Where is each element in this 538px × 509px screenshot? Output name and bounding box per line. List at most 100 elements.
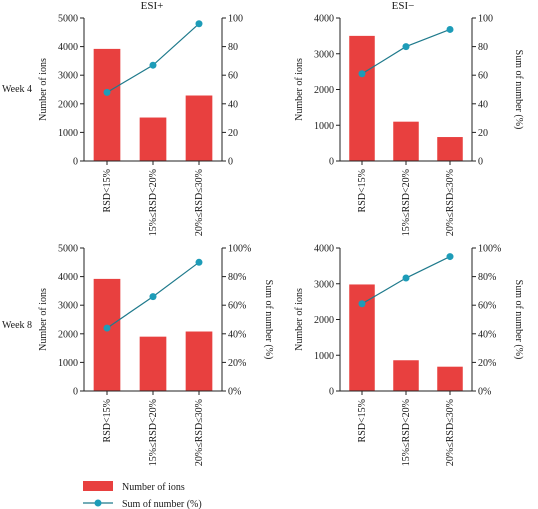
left-tick-label-week8-esi-negative-4: 4000 <box>314 244 334 255</box>
left-tick-label-week4-esi-positive-4: 4000 <box>58 42 78 53</box>
sum-point-week8-esi-negative-1 <box>358 300 366 308</box>
sum-point-week4-esi-positive-1 <box>103 88 111 96</box>
x-tick-label-week8-esi-negative-2: 20%≤RSD≤30% <box>445 399 456 466</box>
right-tick-label-week4-esi-negative-3: 60 <box>478 71 488 82</box>
left-tick-label-week8-esi-positive-2: 2000 <box>58 329 78 340</box>
chart-panel-week8-esi-negative: 0 1000 2000 3000 4000 0% 20% 40% 60% 80% 100% RSD<1… <box>294 244 524 467</box>
right-tick-label-week4-esi-negative-4: 80 <box>478 42 488 53</box>
right-tick-label-week4-esi-negative-5: 100 <box>478 14 493 25</box>
right-tick-label-week4-esi-positive-2: 40 <box>228 99 238 110</box>
right-tick-label-week4-esi-negative-1: 20 <box>478 128 488 139</box>
right-tick-label-week8-esi-positive-4: 80% <box>228 272 246 283</box>
left-tick-label-week4-esi-negative-0: 0 <box>329 157 334 168</box>
x-tick-label-week4-esi-positive-1: 15%≤RSD<20% <box>148 169 159 236</box>
x-tick-label-week8-esi-negative-1: 15%≤RSD<20% <box>401 399 412 466</box>
left-tick-label-week8-esi-positive-1: 1000 <box>58 358 78 369</box>
bar-week4-esi-negative-2 <box>393 121 419 161</box>
right-tick-label-week8-esi-negative-1: 20% <box>478 358 496 369</box>
right-tick-label-week4-esi-positive-4: 80 <box>228 42 238 53</box>
row-label-week-4: Week 4 <box>2 84 32 95</box>
left-tick-label-week8-esi-negative-1: 1000 <box>314 351 334 362</box>
column-title-esi-positive: ESI+ <box>141 0 164 12</box>
legend-bar-label: Number of ions <box>122 482 185 493</box>
x-tick-label-week4-esi-positive-2: 20%≤RSD≤30% <box>194 169 205 236</box>
sum-point-week8-esi-negative-3 <box>446 253 454 261</box>
left-tick-label-week4-esi-positive-0: 0 <box>73 157 78 168</box>
sum-point-week8-esi-positive-3 <box>195 258 203 266</box>
bar-week4-esi-positive-2 <box>139 117 167 161</box>
right-tick-label-week8-esi-negative-5: 100% <box>478 244 501 255</box>
right-tick-label-week4-esi-positive-3: 60 <box>228 71 238 82</box>
legend-line-label: Sum of number (%) <box>122 499 202 509</box>
x-tick-label-week4-esi-positive-0: RSD<15% <box>102 169 113 212</box>
right-axis-label-week8-esi-negative: Sum of number (%) <box>513 280 524 360</box>
left-tick-label-week8-esi-negative-0: 0 <box>329 387 334 398</box>
x-tick-label-week8-esi-positive-1: 15%≤RSD<20% <box>148 399 159 466</box>
left-tick-label-week4-esi-negative-2: 2000 <box>314 85 334 96</box>
x-tick-label-week8-esi-positive-2: 20%≤RSD≤30% <box>194 399 205 466</box>
right-tick-label-week8-esi-negative-0: 0% <box>478 387 491 398</box>
legend: Number of ions Sum of number (%) <box>83 481 202 509</box>
legend-line-marker <box>94 499 102 507</box>
right-tick-label-week8-esi-positive-2: 40% <box>228 329 246 340</box>
left-tick-label-week4-esi-positive-5: 5000 <box>58 14 78 25</box>
chart-panel-week4-esi-positive: 0 1000 2000 3000 4000 5000 0 20 40 60 80 100 RSD<15%… <box>38 14 243 237</box>
left-axis-label-week8-esi-negative: Number of ions <box>294 288 305 351</box>
sum-point-week4-esi-negative-3 <box>446 25 454 33</box>
left-tick-label-week8-esi-negative-2: 2000 <box>314 315 334 326</box>
chart-panel-week4-esi-negative: 0 1000 2000 3000 4000 0 20 40 60 80 100 RSD<15% 15%≤… <box>294 14 524 237</box>
right-tick-label-week8-esi-positive-5: 100% <box>228 244 251 255</box>
left-tick-label-week4-esi-positive-3: 3000 <box>58 71 78 82</box>
right-tick-label-week4-esi-positive-5: 100 <box>228 14 243 25</box>
x-tick-label-week8-esi-positive-0: RSD<15% <box>102 399 113 442</box>
x-tick-label-week4-esi-negative-0: RSD<15% <box>357 169 368 212</box>
x-tick-label-week8-esi-negative-0: RSD<15% <box>357 399 368 442</box>
left-axis-label-week4-esi-positive: Number of ions <box>38 58 49 121</box>
right-tick-label-week8-esi-positive-0: 0% <box>228 387 241 398</box>
bar-week8-esi-positive-1 <box>93 278 121 391</box>
column-title-esi-negative: ESI− <box>392 0 415 12</box>
left-tick-label-week4-esi-negative-4: 4000 <box>314 14 334 25</box>
bar-week8-esi-positive-2 <box>139 336 167 391</box>
right-tick-label-week4-esi-positive-1: 20 <box>228 128 238 139</box>
right-tick-label-week4-esi-positive-0: 0 <box>228 157 233 168</box>
sum-point-week8-esi-positive-1 <box>103 324 111 332</box>
right-tick-label-week8-esi-positive-3: 60% <box>228 301 246 312</box>
left-tick-label-week4-esi-negative-3: 3000 <box>314 49 334 60</box>
right-tick-label-week4-esi-negative-2: 40 <box>478 99 488 110</box>
right-tick-label-week8-esi-negative-4: 80% <box>478 272 496 283</box>
x-tick-label-week4-esi-negative-1: 15%≤RSD<20% <box>401 169 412 236</box>
left-tick-label-week8-esi-positive-3: 3000 <box>58 301 78 312</box>
x-tick-label-week4-esi-negative-2: 20%≤RSD≤30% <box>445 169 456 236</box>
left-tick-label-week4-esi-positive-2: 2000 <box>58 99 78 110</box>
right-tick-label-week8-esi-negative-2: 40% <box>478 329 496 340</box>
bar-week8-esi-negative-3 <box>437 366 463 391</box>
legend-bar-swatch <box>83 481 113 491</box>
right-tick-label-week4-esi-negative-0: 0 <box>478 157 483 168</box>
left-tick-label-week4-esi-negative-1: 1000 <box>314 121 334 132</box>
bar-week4-esi-positive-3 <box>185 95 213 161</box>
chart-panel-week8-esi-positive: 0 1000 2000 3000 4000 5000 0% 20% 40% 60% 80% 100% R… <box>38 244 274 467</box>
bar-week8-esi-positive-3 <box>185 331 213 391</box>
sum-point-week8-esi-positive-2 <box>149 293 157 301</box>
right-axis-label-week8-esi-positive: Sum of number (%) <box>263 280 274 360</box>
sum-point-week4-esi-positive-2 <box>149 61 157 69</box>
left-tick-label-week4-esi-positive-1: 1000 <box>58 128 78 139</box>
right-tick-label-week8-esi-positive-1: 20% <box>228 358 246 369</box>
right-axis-label-week4-esi-negative: Sum of number (%) <box>513 50 524 130</box>
bar-week4-esi-negative-3 <box>437 137 463 161</box>
left-axis-label-week4-esi-negative: Number of ions <box>294 58 305 121</box>
sum-point-week4-esi-negative-2 <box>402 43 410 51</box>
left-axis-label-week8-esi-positive: Number of ions <box>38 288 49 351</box>
sum-line-week4-esi-positive <box>106 23 200 93</box>
bar-week4-esi-negative-1 <box>349 35 375 161</box>
left-tick-label-week8-esi-positive-5: 5000 <box>58 244 78 255</box>
sum-point-week4-esi-negative-1 <box>358 70 366 78</box>
bar-week8-esi-negative-2 <box>393 360 419 391</box>
sum-line-week4-esi-negative <box>361 28 451 75</box>
sum-point-week8-esi-negative-2 <box>402 274 410 282</box>
left-tick-label-week8-esi-negative-3: 3000 <box>314 279 334 290</box>
sum-point-week4-esi-positive-3 <box>195 20 203 28</box>
bar-week4-esi-positive-1 <box>93 48 121 161</box>
